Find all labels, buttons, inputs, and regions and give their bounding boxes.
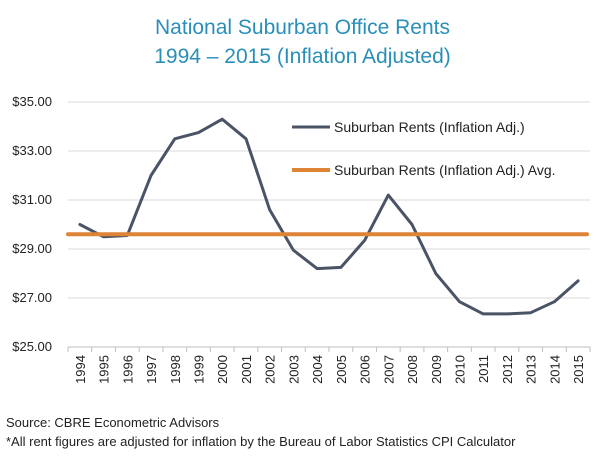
- x-tick-label: 2015: [571, 355, 586, 384]
- x-tick-label: 2014: [547, 355, 562, 384]
- chart-subtitle: 1994 – 2015 (Inflation Adjusted): [154, 45, 451, 68]
- y-tick-label: $33.00: [12, 143, 52, 158]
- x-tick-label: 2005: [334, 355, 349, 384]
- footnote: *All rent figures are adjusted for infla…: [6, 434, 516, 449]
- x-tick-label: 2010: [453, 355, 468, 384]
- x-tick-label: 2000: [215, 355, 230, 384]
- y-tick-label: $25.00: [12, 339, 52, 354]
- y-tick-label: $31.00: [12, 192, 52, 207]
- x-tick-label: 2013: [524, 355, 539, 384]
- source-note: Source: CBRE Econometric Advisors: [6, 415, 220, 430]
- x-tick-label: 2004: [310, 355, 325, 384]
- x-tick-label: 2008: [405, 355, 420, 384]
- legend-label: Suburban Rents (Inflation Adj.) Avg.: [334, 162, 556, 178]
- x-tick-label: 2001: [239, 355, 254, 384]
- legend-label: Suburban Rents (Inflation Adj.): [334, 119, 525, 135]
- y-tick-label: $35.00: [12, 94, 52, 109]
- x-tick-label: 1996: [120, 355, 135, 384]
- x-tick-label: 1994: [73, 355, 88, 384]
- x-tick-label: 2002: [263, 355, 278, 384]
- chart-title: National Suburban Office Rents: [155, 16, 450, 39]
- x-tick-label: 2009: [429, 355, 444, 384]
- series-line-rents: [78, 117, 580, 316]
- x-tick-label: 2003: [286, 355, 301, 384]
- y-tick-label: $27.00: [12, 290, 52, 305]
- x-tick-label: 2012: [500, 355, 515, 384]
- y-tick-label: $29.00: [12, 241, 52, 256]
- x-tick-label: 1998: [168, 355, 183, 384]
- x-tick-label: 2006: [358, 355, 373, 384]
- x-tick-label: 1999: [192, 355, 207, 384]
- x-tick-label: 2007: [381, 355, 396, 384]
- x-tick-label: 1997: [144, 355, 159, 384]
- x-tick-label: 1995: [97, 355, 112, 384]
- x-tick-label: 2011: [476, 355, 491, 383]
